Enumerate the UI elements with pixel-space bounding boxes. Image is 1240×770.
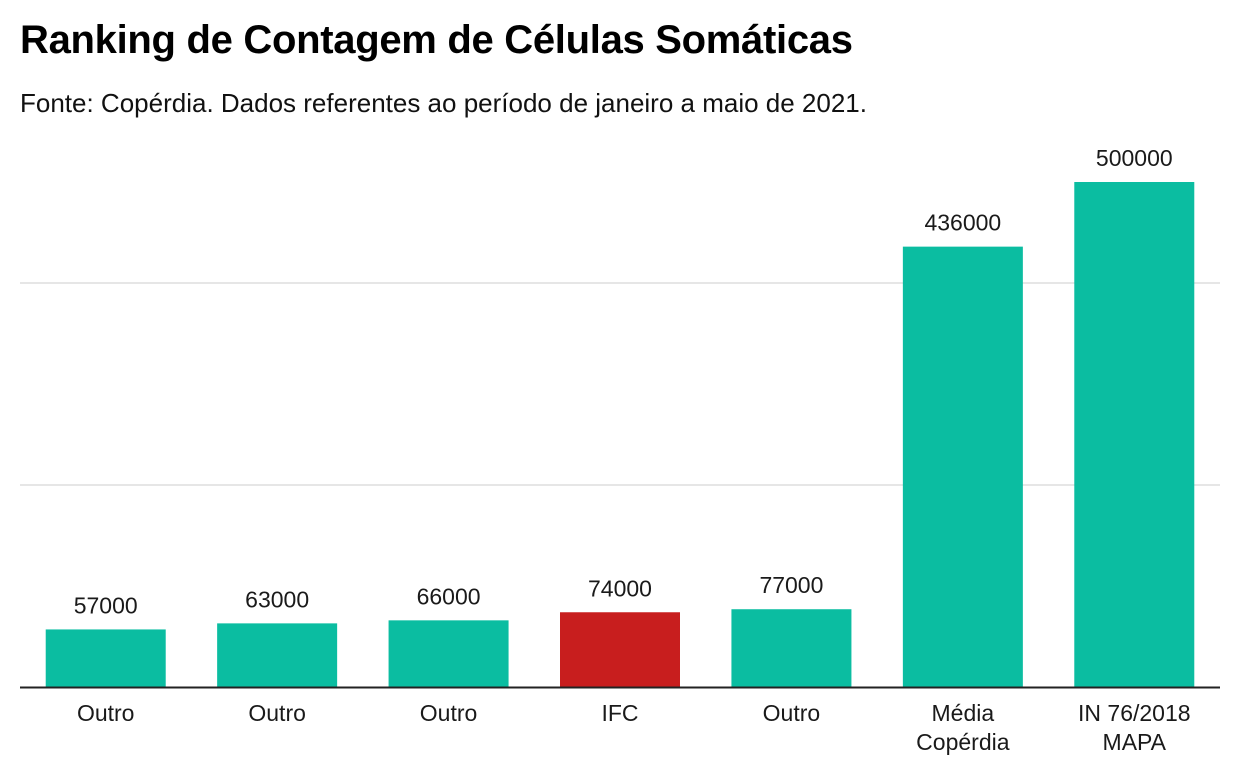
bar-0 — [45, 629, 166, 687]
bar-6 — [1074, 182, 1195, 687]
tick-label-5-0: Média — [932, 700, 995, 726]
bar-1 — [217, 623, 338, 687]
tick-label-6-1: MAPA — [1103, 729, 1167, 755]
data-label-0: 57000 — [74, 592, 138, 618]
chart-title: Ranking de Contagem de Células Somáticas — [20, 18, 853, 62]
data-label-1: 63000 — [245, 586, 309, 612]
gridlines — [20, 282, 1220, 486]
x-axis-tick-labels: Outro Outro Outro IFC Outro Média Copérdia IN 7… — [77, 700, 1191, 755]
data-label-4: 77000 — [759, 572, 823, 598]
bar-4 — [731, 609, 852, 687]
data-label-3: 74000 — [588, 575, 652, 601]
bar-2 — [388, 620, 509, 687]
tick-label-0-0: Outro — [77, 700, 135, 726]
tick-label-5-1: Copérdia — [916, 729, 1010, 755]
tick-label-6-0: IN 76/2018 — [1078, 700, 1191, 726]
data-labels: 57000 63000 66000 74000 77000 436000 500000 — [74, 145, 1173, 618]
data-label-2: 66000 — [417, 583, 481, 609]
bars — [45, 182, 1195, 687]
tick-label-4-0: Outro — [763, 700, 821, 726]
data-label-6: 500000 — [1096, 145, 1173, 171]
data-label-5: 436000 — [924, 210, 1001, 236]
tick-label-3-0: IFC — [601, 700, 638, 726]
tick-label-1-0: Outro — [248, 700, 306, 726]
bar-3 — [560, 612, 680, 687]
bar-5 — [902, 246, 1023, 687]
tick-label-2-0: Outro — [420, 700, 478, 726]
chart-subtitle: Fonte: Copérdia. Dados referentes ao per… — [20, 88, 867, 118]
